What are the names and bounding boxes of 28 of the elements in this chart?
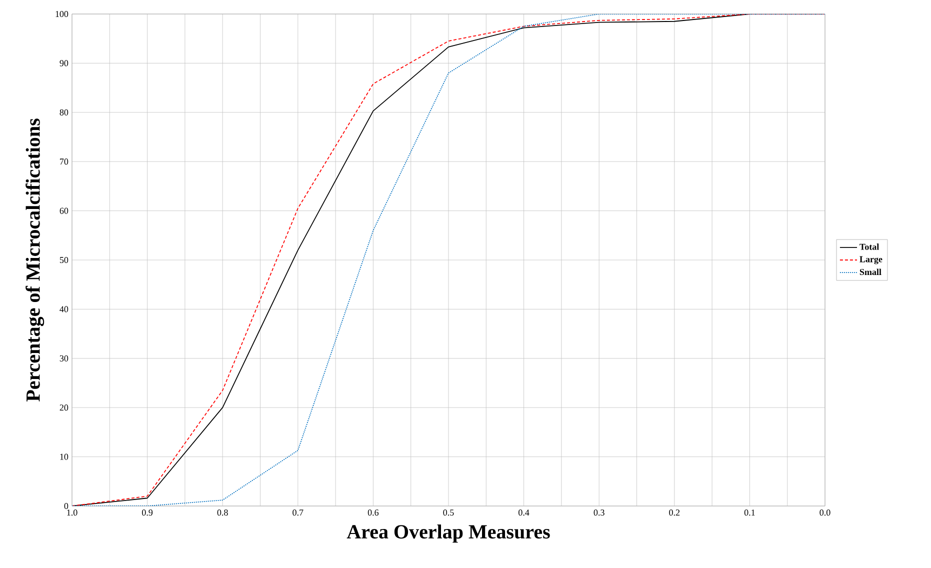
- x-tick-label: 0.7: [292, 510, 304, 516]
- y-tick-label: 100: [56, 10, 68, 18]
- x-tick-label: 0.9: [142, 510, 153, 516]
- x-tick-label: 0.2: [669, 510, 680, 516]
- y-tick-label: 10: [60, 454, 68, 460]
- line-series: [72, 14, 825, 506]
- y-axis-title: Percentage of Microcalcifications: [26, 118, 44, 402]
- legend-label: Small: [860, 268, 882, 276]
- x-tick-label: 0.3: [594, 510, 604, 516]
- x-tick-label: 0.4: [518, 510, 530, 516]
- x-tick-label: 0.0: [820, 510, 830, 516]
- legend-label: Large: [860, 256, 882, 264]
- x-tick-label: 0.1: [744, 510, 755, 516]
- y-tick-label: 40: [60, 306, 68, 312]
- y-tick-label: 60: [60, 208, 68, 214]
- y-tick-label: 70: [60, 158, 68, 165]
- y-tick-label: 20: [60, 404, 68, 411]
- x-tick-label: 0.6: [368, 510, 379, 516]
- y-tick-label: 30: [60, 355, 68, 362]
- y-tick-label: 50: [60, 256, 68, 264]
- x-tick-label: 1.0: [67, 510, 78, 516]
- x-axis-title: Area Overlap Measures: [346, 524, 550, 543]
- y-tick-label: 0: [64, 502, 68, 510]
- y-tick-label: 80: [60, 109, 68, 116]
- y-tick-label: 90: [60, 60, 68, 66]
- x-tick-label: 0.8: [217, 510, 228, 516]
- legend-label: Total: [860, 244, 879, 250]
- x-tick-label: 0.5: [443, 510, 454, 516]
